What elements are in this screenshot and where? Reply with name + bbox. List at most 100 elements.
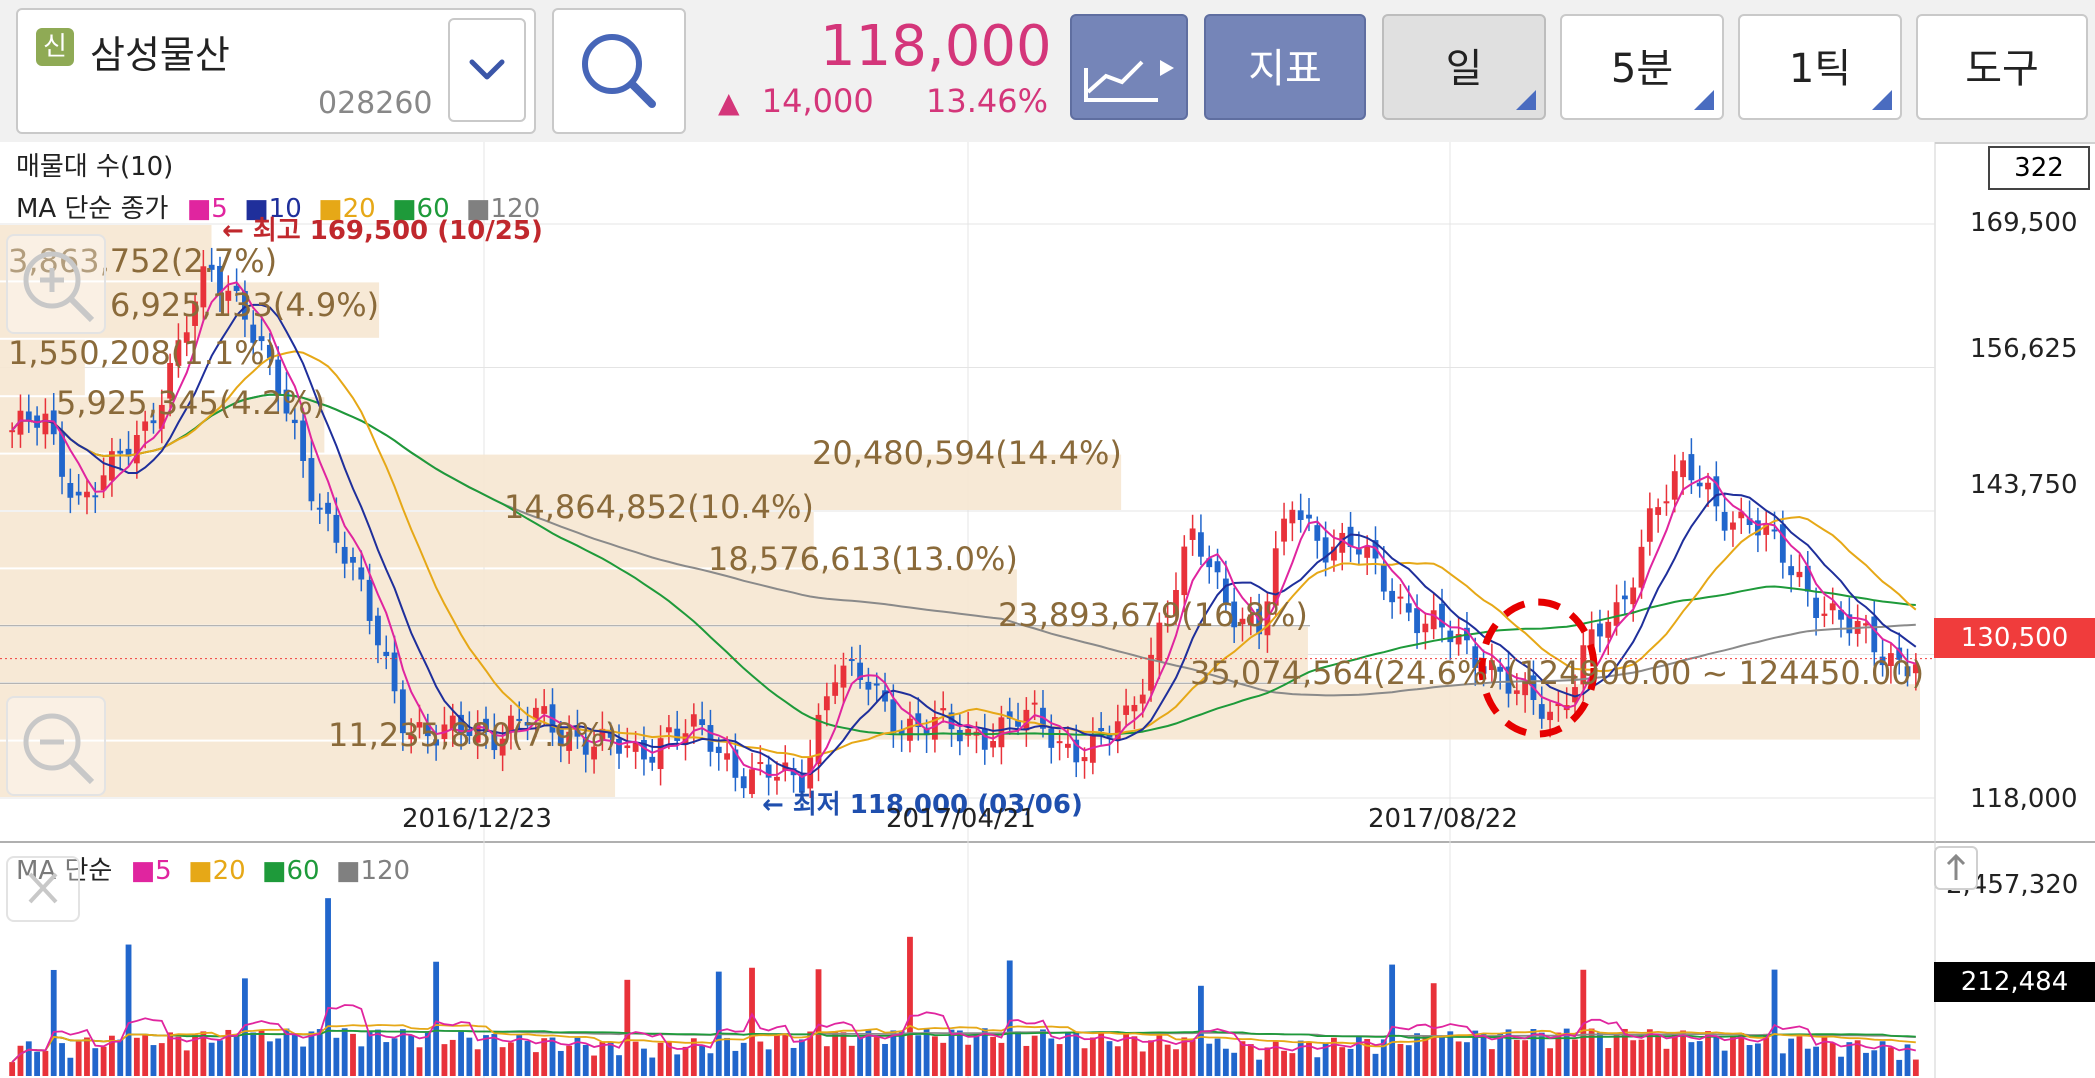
volume-bar <box>674 1054 681 1076</box>
volume-bar <box>1838 1056 1844 1076</box>
volume-ma-line-20 <box>11 1024 1916 1063</box>
volume-bar <box>175 1036 182 1076</box>
volume-bar <box>582 1044 589 1076</box>
candle <box>541 706 548 714</box>
zoom-in-button[interactable] <box>6 234 106 334</box>
candle <box>1904 666 1911 677</box>
volume-bar <box>1397 1043 1404 1076</box>
volume-bar <box>408 1035 415 1076</box>
volume-bar <box>591 1055 597 1076</box>
ma-legend-title: MA 단순 종가 <box>16 194 169 224</box>
search-button[interactable] <box>552 8 686 134</box>
candle <box>59 432 65 477</box>
volume-bar <box>1355 1036 1362 1076</box>
volume-bar <box>1887 1047 1894 1076</box>
volume-bar <box>649 1057 656 1076</box>
volume-bar <box>17 1045 24 1076</box>
candle <box>956 729 963 742</box>
volume-bar <box>1073 1033 1080 1076</box>
volume-bar <box>1613 1032 1620 1076</box>
stock-dropdown-button[interactable] <box>448 18 526 122</box>
volume-bar <box>225 1029 232 1076</box>
candle <box>1605 621 1612 638</box>
candle <box>458 714 464 734</box>
expand-panel-button[interactable] <box>1934 846 1978 890</box>
volume-bar <box>150 1045 157 1076</box>
volume-bar <box>948 1029 955 1076</box>
zoom-out-button[interactable] <box>6 696 106 796</box>
volume-bar <box>956 1030 963 1076</box>
candle <box>532 707 539 720</box>
volume-bar <box>557 1050 564 1076</box>
ma-legend-item-5: ■5 <box>186 194 228 224</box>
candle <box>857 662 863 680</box>
candle <box>1189 528 1196 540</box>
volume-bar <box>183 1050 190 1076</box>
volume-bar <box>1746 1045 1753 1076</box>
candle <box>1131 704 1138 712</box>
candle <box>1198 532 1204 557</box>
candle <box>1705 482 1711 490</box>
tools-button[interactable]: 도구 <box>1916 14 2088 120</box>
close-panel-button[interactable] <box>6 856 80 922</box>
candle <box>1106 733 1113 738</box>
volume-bar <box>1380 1039 1387 1076</box>
credit-badge: 신 <box>36 28 74 66</box>
candle <box>483 718 489 733</box>
volume-ma-legend: MA 단순 ■5 ■20 ■60 ■120 <box>16 850 410 887</box>
volume-bar <box>624 979 631 1076</box>
volume-bar <box>1081 1048 1088 1076</box>
volume-bar <box>782 1034 789 1076</box>
chart-type-button[interactable] <box>1070 14 1188 120</box>
period-day-button[interactable]: 일 <box>1382 14 1546 120</box>
volume-bar <box>1464 1042 1470 1076</box>
volume-bar <box>1796 1036 1803 1076</box>
volume-bar <box>1123 1034 1130 1076</box>
up-arrow-icon: ▲ <box>718 86 740 119</box>
volume-bar <box>383 1042 390 1076</box>
volume-bar <box>848 1045 855 1076</box>
candle <box>715 746 722 754</box>
volume-bar <box>1430 983 1437 1076</box>
candle <box>1738 511 1745 519</box>
volume-bar <box>300 1046 307 1076</box>
candle <box>873 683 880 686</box>
volume-bar <box>907 936 913 1076</box>
volume-bar <box>316 1029 323 1076</box>
stock-selector[interactable]: 신 삼성물산 028260 <box>16 8 536 134</box>
chevron-down-icon <box>469 59 505 80</box>
volume-bar <box>341 1028 348 1076</box>
volume-ma-legend-title: MA 단순 <box>16 856 113 886</box>
volume-bar <box>898 1030 905 1076</box>
candle <box>616 738 622 754</box>
volume-bar <box>1688 1042 1695 1076</box>
volume-bar <box>599 1041 606 1076</box>
volume-bar <box>1148 1040 1154 1076</box>
volume-ma-legend-item-60: ■60 <box>261 856 320 886</box>
x-tick-label: 2017/04/21 <box>886 804 1036 834</box>
volume-bar <box>765 1049 772 1076</box>
candle <box>674 728 681 741</box>
period-minute-button[interactable]: 5분 <box>1560 14 1724 120</box>
indicator-button[interactable]: 지표 <box>1204 14 1366 120</box>
candle <box>1173 590 1179 616</box>
period-tick-button[interactable]: 1틱 <box>1738 14 1902 120</box>
candle <box>474 723 481 743</box>
volume-bar <box>657 1042 664 1076</box>
candle <box>1339 532 1346 553</box>
volume-bar <box>757 1041 764 1076</box>
candle <box>840 665 847 688</box>
candle <box>1422 623 1429 633</box>
candle <box>1447 630 1454 643</box>
candle <box>1538 704 1545 719</box>
volume-bar <box>1663 1048 1670 1076</box>
candle <box>632 742 639 752</box>
volume-bar <box>840 1032 847 1076</box>
period-minute-label: 5분 <box>1610 46 1674 92</box>
candle <box>1256 608 1263 635</box>
volume-bar <box>1164 1044 1171 1076</box>
candle <box>524 721 531 726</box>
candle <box>599 728 606 741</box>
volume-bar <box>1339 1047 1346 1076</box>
